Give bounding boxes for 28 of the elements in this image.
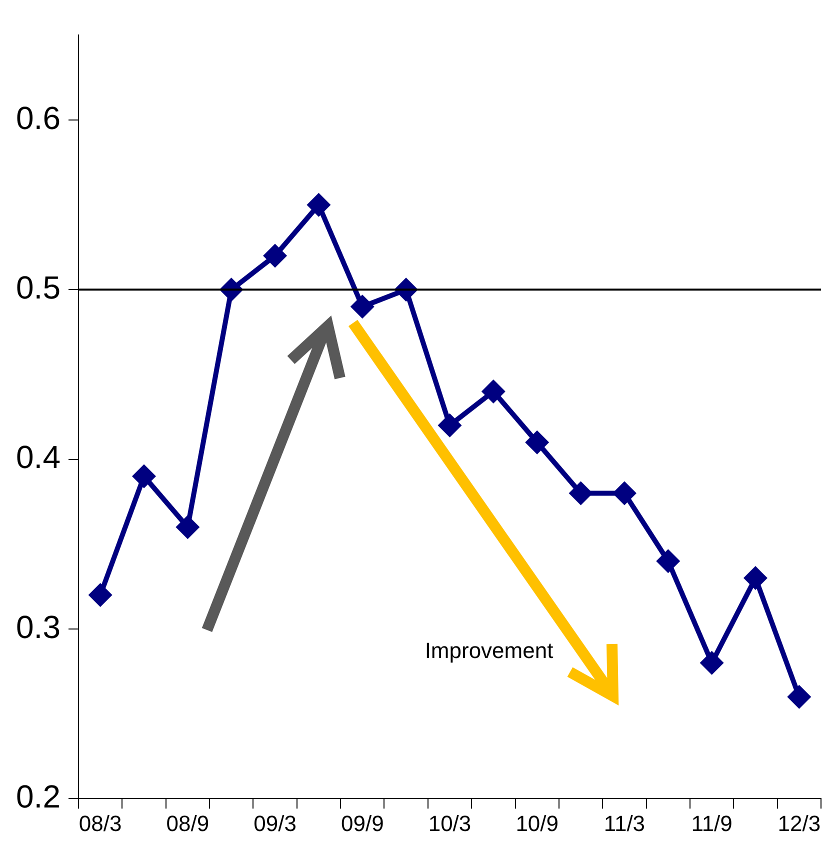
point <box>438 413 462 438</box>
point <box>132 464 156 488</box>
x-tick-label: 10/9 <box>516 810 559 836</box>
point <box>787 684 812 709</box>
x-tick-label: 12/3 <box>778 810 821 836</box>
point <box>306 192 331 217</box>
x-tick-label: 10/3 <box>428 810 472 836</box>
y-tick-label: 0.2 <box>16 778 60 814</box>
point <box>88 583 112 608</box>
y-tick-label: 0.4 <box>16 439 60 476</box>
point <box>263 244 288 268</box>
x-tick-label: 08/3 <box>78 810 122 836</box>
x-tick-label: 09/9 <box>340 810 384 836</box>
point <box>481 379 506 404</box>
point <box>350 294 374 319</box>
point <box>656 549 680 574</box>
point <box>700 650 724 675</box>
x-tick-label: 08/9 <box>166 810 210 836</box>
point <box>743 566 768 590</box>
y-tick-label: 0.3 <box>16 608 60 645</box>
x-tick-label: 11/9 <box>691 810 732 836</box>
y-tick-label: 0.6 <box>16 100 60 136</box>
point <box>176 515 200 540</box>
annotation: Improvement <box>424 638 554 664</box>
y-tick-label: 0.5 <box>16 269 60 306</box>
point <box>525 430 550 454</box>
x-tick-label: 11/3 <box>604 810 646 836</box>
x-tick-label: 09/3 <box>254 810 296 836</box>
